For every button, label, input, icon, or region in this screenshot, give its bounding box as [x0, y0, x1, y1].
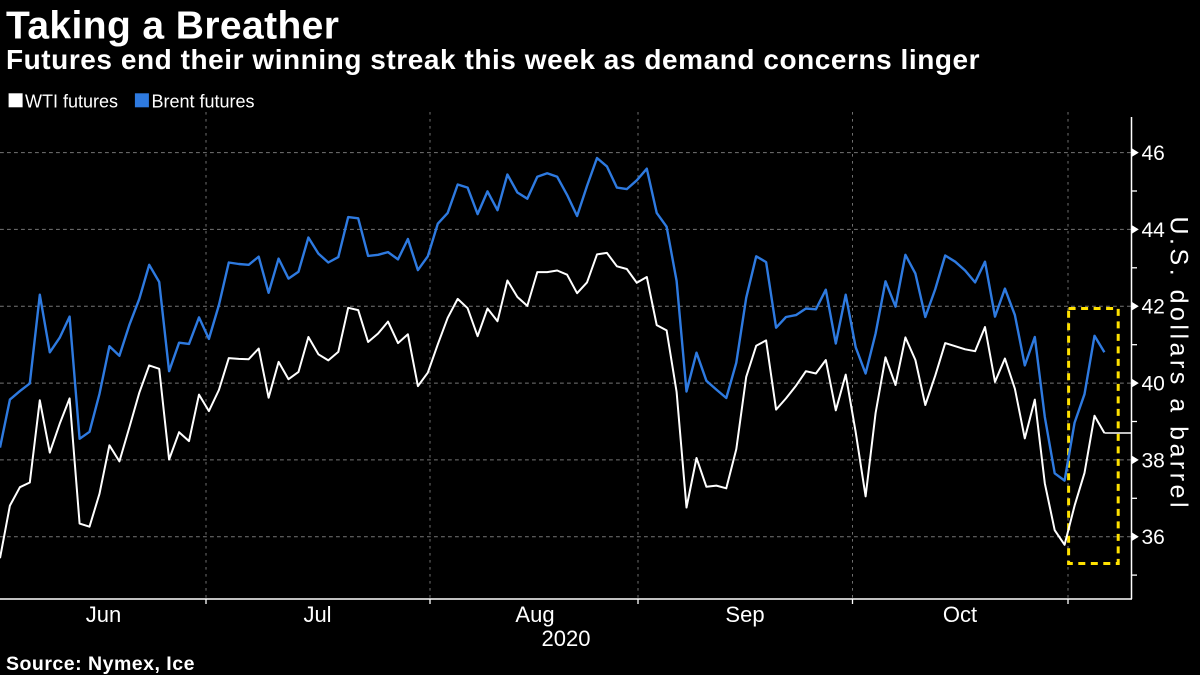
svg-text:Jul: Jul	[303, 602, 331, 627]
svg-text:38: 38	[1142, 449, 1165, 472]
svg-text:U.S. dollars a barrel: U.S. dollars a barrel	[1165, 217, 1193, 508]
svg-text:Taking a Breather: Taking a Breather	[6, 5, 339, 48]
svg-text:WTI futures: WTI futures	[25, 91, 118, 111]
svg-text:42: 42	[1142, 296, 1165, 319]
svg-text:2020: 2020	[542, 626, 591, 651]
svg-text:Sep: Sep	[725, 602, 764, 627]
svg-text:Oct: Oct	[943, 602, 977, 627]
svg-text:46: 46	[1142, 142, 1165, 165]
svg-text:36: 36	[1142, 526, 1165, 549]
svg-text:40: 40	[1142, 373, 1165, 396]
svg-text:Source: Nymex, Ice: Source: Nymex, Ice	[6, 653, 195, 675]
svg-text:Jun: Jun	[86, 602, 121, 627]
svg-text:Brent futures: Brent futures	[152, 91, 255, 111]
svg-text:Aug: Aug	[515, 602, 554, 627]
svg-text:Futures end their winning stre: Futures end their winning streak this we…	[6, 44, 980, 75]
svg-text:44: 44	[1142, 219, 1166, 242]
